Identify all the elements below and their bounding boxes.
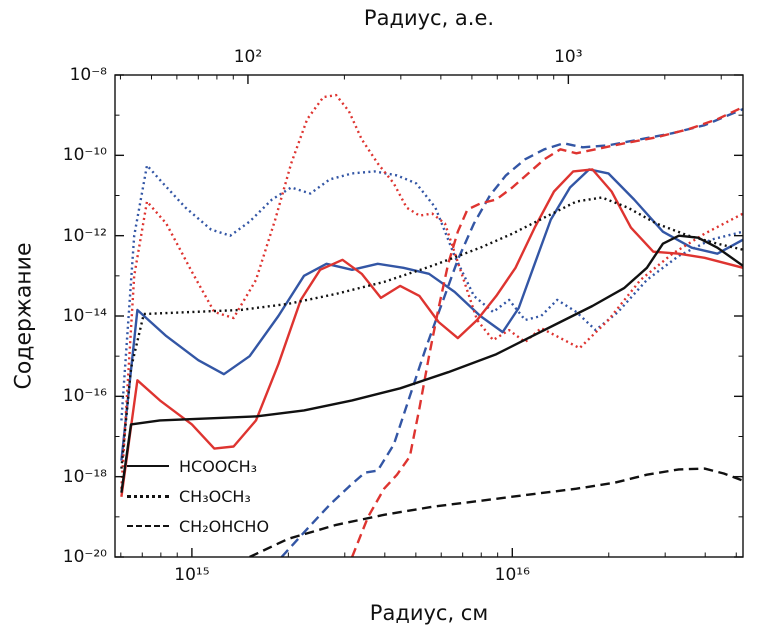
x-tick-label: 10¹⁶ <box>494 565 530 585</box>
legend-label-ch2ohcho: CH₂OHCHO <box>179 516 270 536</box>
legend-line-sample-dashed <box>127 525 169 527</box>
legend: HCOOCH₃ CH₃OCH₃ CH₂OHCHO <box>127 451 269 541</box>
curve-blue-dashed <box>280 107 743 557</box>
legend-entry-ch3och3: CH₃OCH₃ <box>127 481 269 511</box>
y-tick-label: 10⁻¹⁰ <box>62 145 107 166</box>
top-x-tick-label: 10² <box>233 47 263 67</box>
y-tick-label: 10⁻¹⁸ <box>62 466 107 487</box>
top-x-tick-label: 10³ <box>554 47 583 67</box>
y-tick-label: 10⁻²⁰ <box>62 547 107 567</box>
y-tick-label: 10⁻¹⁶ <box>62 386 107 407</box>
curve-red-solid <box>120 168 743 497</box>
y-tick-label: 10⁻⁸ <box>69 65 107 85</box>
legend-line-sample-dotted <box>127 494 169 498</box>
curve-blue-dotted <box>120 164 743 421</box>
curve-black-dotted <box>120 196 743 469</box>
y-tick-label: 10⁻¹⁴ <box>62 306 107 326</box>
bottom-axis-title: Радиус, см <box>369 601 489 625</box>
legend-label-hcooch3: HCOOCH₃ <box>179 456 258 476</box>
curve-black-solid <box>120 234 743 493</box>
curve-red-dashed <box>350 106 743 557</box>
legend-label-ch3och3: CH₃OCH₃ <box>179 486 251 506</box>
curve-red-dotted <box>120 93 743 489</box>
y-axis-title: Содержание <box>11 242 37 390</box>
legend-line-sample-solid <box>127 465 169 467</box>
legend-entry-hcooch3: HCOOCH₃ <box>127 451 269 481</box>
y-tick-label: 10⁻¹² <box>62 225 107 246</box>
legend-entry-ch2ohcho: CH₂OHCHO <box>127 511 269 541</box>
curve-blue-solid <box>120 168 743 461</box>
top-axis-title: Радиус, а.е. <box>363 6 495 30</box>
x-tick-label: 10¹⁵ <box>174 565 210 585</box>
